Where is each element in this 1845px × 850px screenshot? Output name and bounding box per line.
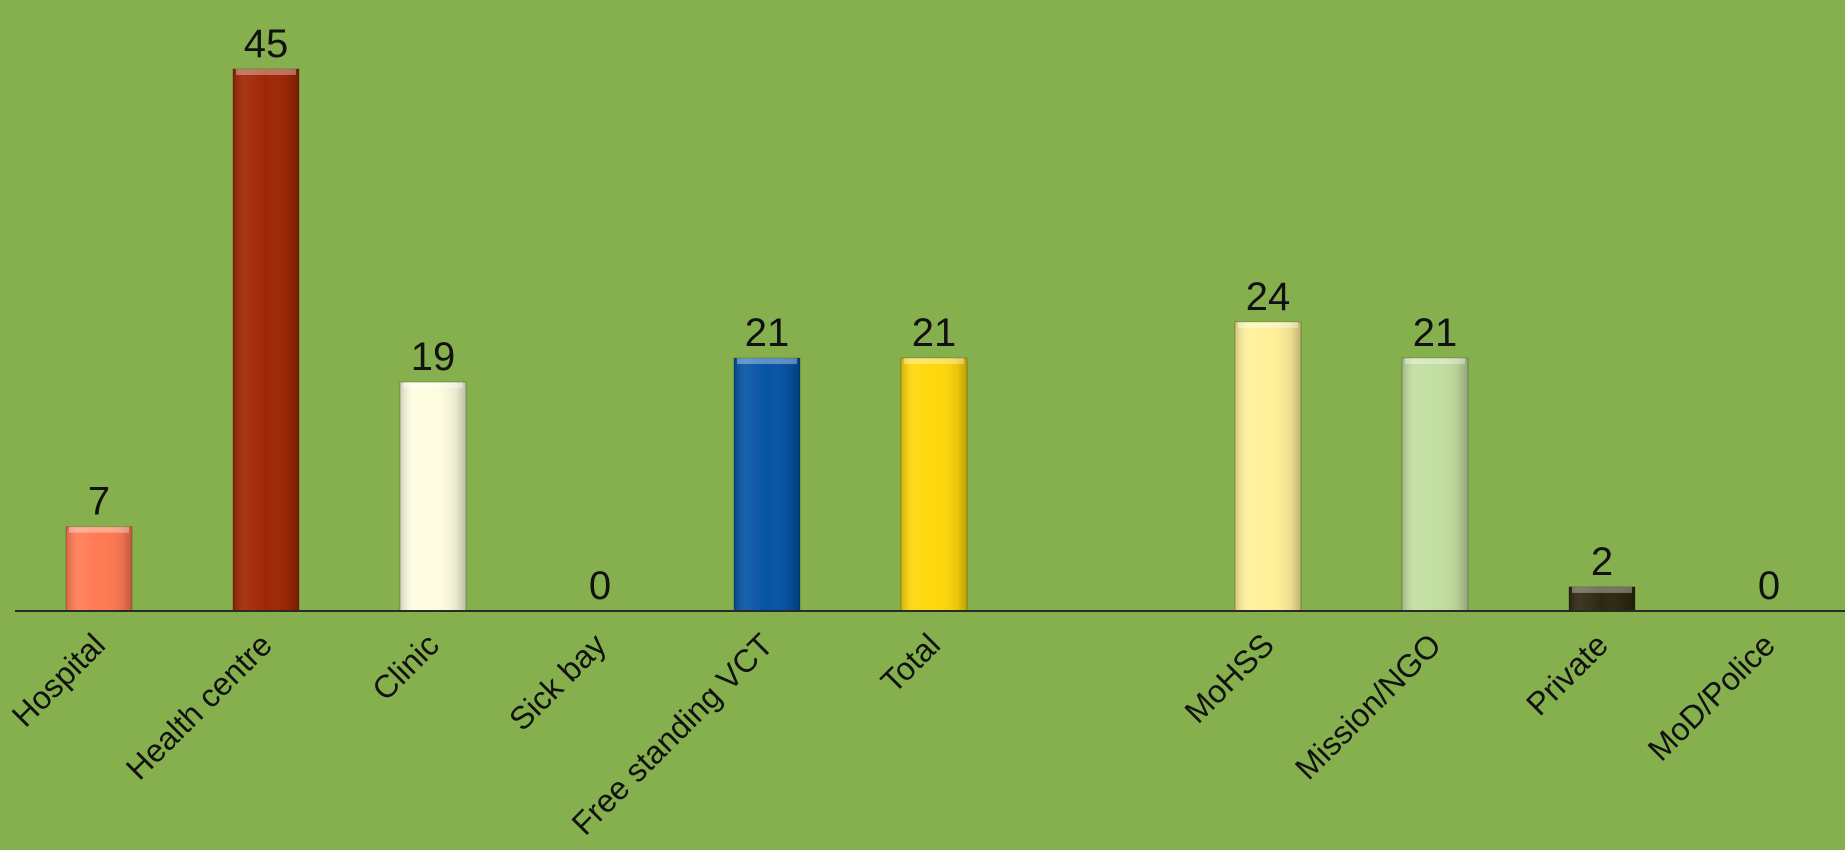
data-label-private: 2 xyxy=(1591,540,1613,584)
tick-label-mohss: MoHSS xyxy=(1178,626,1281,729)
bar-shading-private xyxy=(1569,586,1635,611)
data-label-free-standing-vct: 21 xyxy=(745,311,790,355)
tick-label-sick-bay: Sick bay xyxy=(502,626,613,737)
tick-label-mission-ngo: Mission/NGO xyxy=(1288,626,1448,786)
bars-layer xyxy=(65,68,1636,612)
bar-shading-health-centre xyxy=(233,69,299,611)
bar-highlight-total xyxy=(904,358,964,365)
bar-highlight-private xyxy=(1572,586,1632,593)
tick-label-health-centre: Health centre xyxy=(119,626,279,786)
bar-shading-mission-ngo xyxy=(1402,358,1468,611)
data-label-total: 21 xyxy=(912,311,957,355)
data-labels-layer: 7 45 19 0 21 21 24 21 2 0 xyxy=(88,22,1780,608)
tick-labels-layer: Hospital Health centre Clinic Sick bayFree … xyxy=(5,626,1782,841)
tick-label-clinic: Clinic xyxy=(365,626,446,707)
bar-highlight-mission-ngo xyxy=(1405,358,1465,365)
data-label-mohss: 24 xyxy=(1246,275,1291,319)
bar-shading-free-standing-vct xyxy=(734,358,800,611)
bar-shading-hospital xyxy=(66,526,132,611)
bar-highlight-health-centre xyxy=(236,69,296,75)
data-label-sick-bay: 0 xyxy=(589,564,611,608)
data-label-mod-police: 0 xyxy=(1758,564,1780,608)
bar-shading-total xyxy=(901,358,967,611)
bar-shading-mohss xyxy=(1235,321,1301,611)
bar-shading-clinic xyxy=(400,382,466,611)
bar-highlight-mohss xyxy=(1238,321,1298,328)
tick-label-private: Private xyxy=(1519,626,1615,722)
tick-label-hospital: Hospital xyxy=(5,626,112,733)
data-label-health-centre: 45 xyxy=(244,22,289,66)
data-label-hospital: 7 xyxy=(88,480,110,524)
bar-highlight-clinic xyxy=(403,382,463,389)
bar-highlight-free-standing-vct xyxy=(737,358,797,365)
data-label-clinic: 19 xyxy=(411,335,456,379)
data-label-mission-ngo: 21 xyxy=(1413,311,1458,355)
tick-label-total: Total xyxy=(874,626,947,699)
tick-label-mod-police: MoD/Police xyxy=(1641,626,1782,767)
bar-highlight-hospital xyxy=(69,526,129,533)
